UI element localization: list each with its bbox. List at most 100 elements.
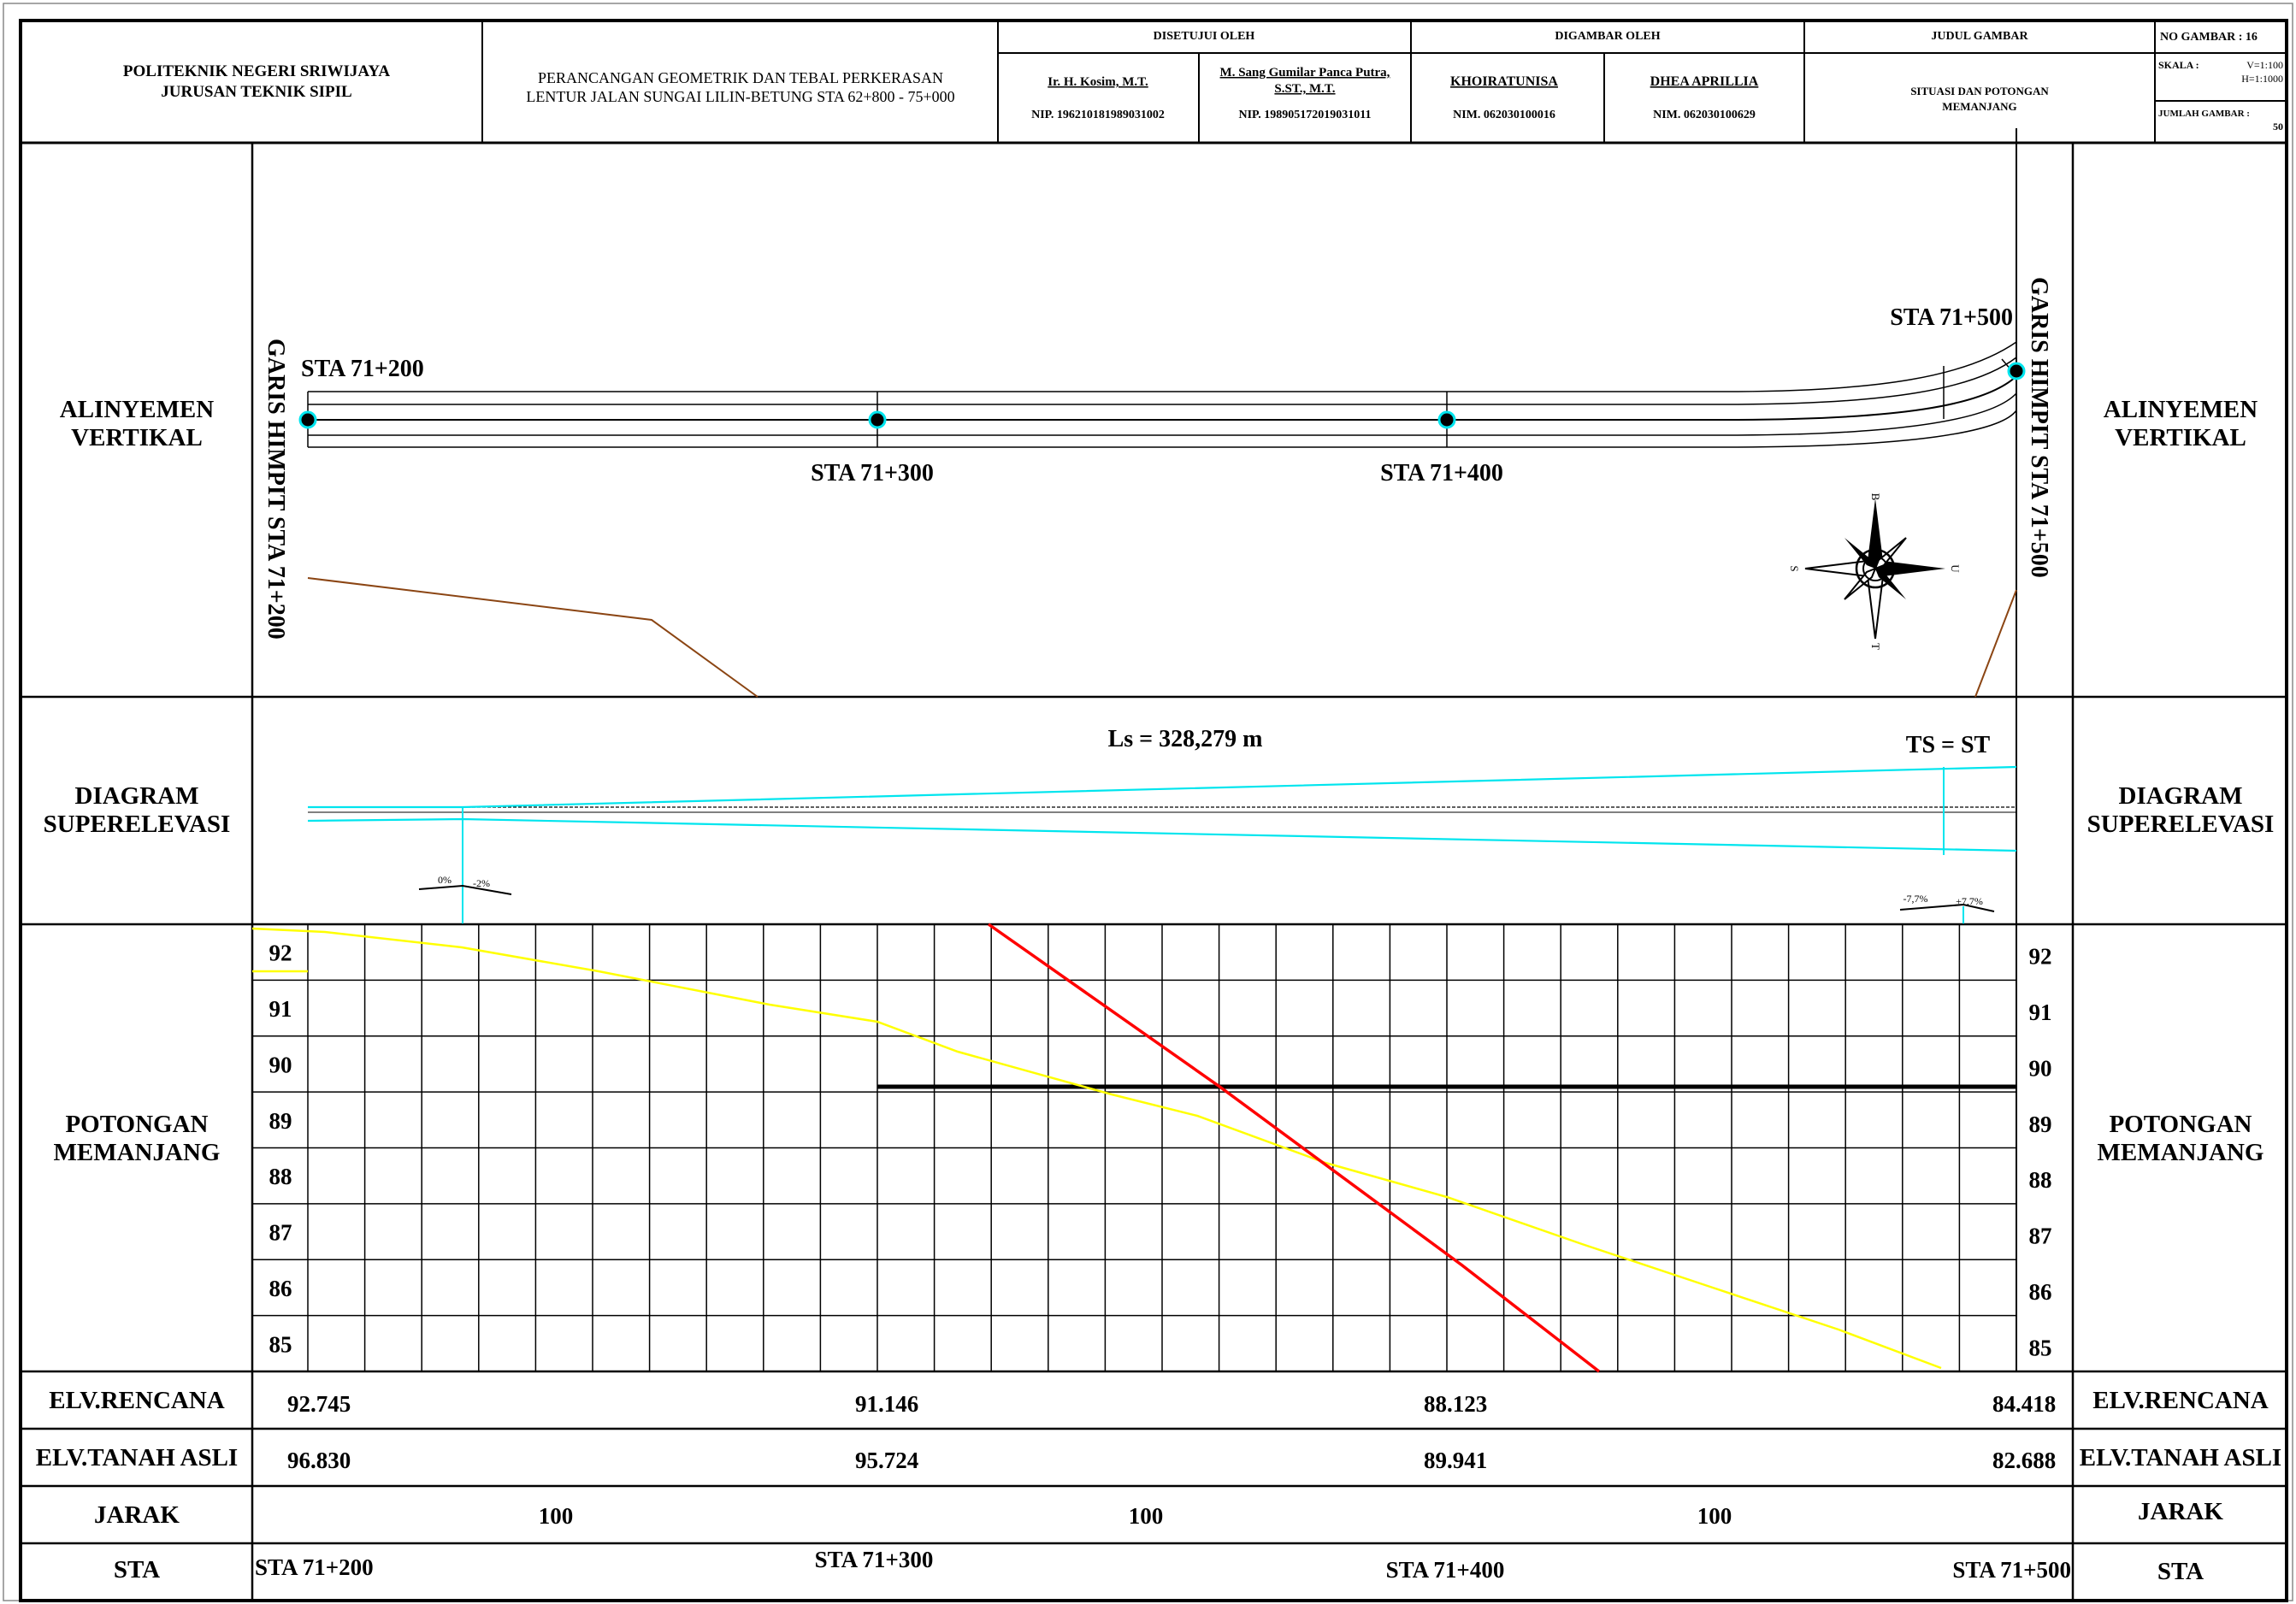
- drafter2-name: DHEA APRILLIA: [1650, 74, 1759, 89]
- station-marker-71500: [2009, 363, 2024, 379]
- elv-design-value: 91.146: [855, 1391, 918, 1417]
- drafter2-nim: NIM. 062030100629: [1653, 109, 1756, 121]
- crossfall-start-left: 0%: [438, 874, 452, 886]
- scale-label: SKALA :: [2158, 59, 2199, 71]
- elv-ground-value: 96.830: [287, 1448, 351, 1473]
- sheet-number: NO GAMBAR : 16: [2160, 31, 2258, 44]
- station-marker-71300: [870, 412, 885, 428]
- elevation-ticks: 92 92 91 91 90 90 89 89 88 88 87 87 86 86 85 85: [269, 941, 2052, 1361]
- project-title-line1: PERANCANGAN GEOMETRIK DAN TEBAL PERKERAS…: [538, 69, 943, 86]
- elevation-tick-left: 92: [269, 941, 292, 966]
- outer-border: [3, 3, 2293, 1601]
- elv-ground-value: 95.724: [855, 1448, 918, 1473]
- elevation-tick-left: 89: [269, 1108, 292, 1134]
- elevation-tick-right: 86: [2029, 1279, 2052, 1305]
- row-label-superelevation-2-right: SUPERELEVASI: [2087, 811, 2275, 838]
- left-tie-line-label: GARIS HIMPIT STA 71+200: [263, 339, 289, 640]
- crossfall-end-left: -7,7%: [1903, 893, 1928, 905]
- plan-label-sta-400: STA 71+400: [1380, 460, 1503, 487]
- station-value: STA 71+400: [1386, 1557, 1505, 1583]
- compass-north-label: B: [1869, 493, 1882, 501]
- approver2-name-line1: M. Sang Gumilar Panca Putra,: [1220, 66, 1390, 80]
- row-label-distance: JARAK: [94, 1501, 180, 1529]
- elevation-tick-left: 86: [269, 1276, 292, 1301]
- compass-rose-icon: B T S U: [1788, 493, 1962, 650]
- compass-south-label: T: [1869, 643, 1882, 650]
- elevation-tick-left: 88: [269, 1164, 292, 1189]
- drawing-frame: [21, 21, 2287, 1601]
- distance-value: 100: [539, 1503, 574, 1529]
- row-label-profile-1-right: POTONGAN: [2109, 1111, 2252, 1138]
- total-sheets: 50: [2273, 121, 2283, 133]
- right-tie-line-label: GARIS HIMPIT STA 71+500: [2026, 277, 2052, 578]
- station-marker-71400: [1439, 412, 1455, 428]
- drafter1-nim: NIM. 062030100016: [1453, 109, 1555, 121]
- row-label-superelevation-1: DIAGRAM: [75, 782, 199, 810]
- row-label-superelevation-2: SUPERELEVASI: [44, 811, 231, 838]
- approver2-nip: NIP. 198905172019031011: [1238, 109, 1371, 121]
- department-name: JURUSAN TEKNIK SIPIL: [161, 83, 351, 101]
- elevation-tick-left: 85: [269, 1331, 292, 1357]
- row-label-alignment-1: ALINYEMEN: [60, 396, 215, 423]
- station-value: STA 71+200: [255, 1554, 374, 1580]
- row-label-profile-2-right: MEMANJANG: [2098, 1139, 2264, 1166]
- station-value: STA 71+500: [1952, 1557, 2071, 1583]
- elevation-tick-right: 88: [2029, 1167, 2052, 1193]
- elevation-tick-right: 90: [2029, 1055, 2052, 1081]
- crossfall-start-right: -2%: [473, 877, 490, 889]
- row-label-station-right: STA: [2157, 1558, 2204, 1585]
- ts-st-label: TS = ST: [1906, 732, 1991, 758]
- approver1-nip: NIP. 196210181989031002: [1031, 109, 1165, 121]
- compass-east-label: U: [1949, 564, 1962, 573]
- station-value: STA 71+300: [815, 1547, 934, 1572]
- institution-name: POLITEKNIK NEGERI SRIWIJAYA: [123, 62, 390, 80]
- scale-horizontal: H=1:1000: [2241, 73, 2283, 85]
- distance-value: 100: [1697, 1503, 1732, 1529]
- elevation-tick-left: 91: [269, 996, 292, 1022]
- project-title-line2: LENTUR JALAN SUNGAI LILIN-BETUNG STA 62+…: [526, 88, 954, 105]
- row-label-alignment-2-right: VERTIKAL: [2115, 424, 2246, 451]
- plan-label-sta-end: STA 71+500: [1890, 304, 2013, 331]
- row-label-elv-design: ELV.RENCANA: [49, 1387, 225, 1414]
- plan-boundary: [308, 578, 2016, 697]
- total-sheets-label: JUMLAH GAMBAR :: [2158, 109, 2250, 119]
- superelevation-diagram: [308, 767, 2016, 924]
- elevation-tick-left: 87: [269, 1220, 292, 1246]
- road-plan: [308, 342, 2016, 447]
- row-label-station: STA: [114, 1556, 160, 1583]
- station-marker-71200: [300, 412, 316, 428]
- station-markers: [300, 363, 2024, 428]
- compass-west-label: S: [1788, 565, 1801, 571]
- approver2-name-line2: S.ST., M.T.: [1274, 82, 1335, 96]
- elv-ground-value: 89.941: [1424, 1448, 1487, 1473]
- elv-design-value: 92.745: [287, 1391, 351, 1417]
- elevation-tick-right: 89: [2029, 1112, 2052, 1137]
- elevation-tick-right: 87: [2029, 1224, 2052, 1249]
- drawing-title-line1: SITUASI DAN POTONGAN: [1910, 85, 2049, 97]
- row-label-alignment-2: VERTIKAL: [71, 424, 203, 451]
- profile-grid: [252, 924, 2016, 1371]
- crossfall-end-right: +7,7%: [1956, 895, 1983, 907]
- drafter1-name: KHOIRATUNISA: [1450, 74, 1558, 89]
- row-label-elv-ground: ELV.TANAH ASLI: [36, 1444, 238, 1471]
- drawn-by-header: DIGAMBAR OLEH: [1555, 30, 1660, 43]
- elevation-tick-right: 92: [2029, 944, 2052, 970]
- elevation-tick-right: 85: [2029, 1335, 2052, 1360]
- ls-label: Ls = 328,279 m: [1108, 726, 1263, 752]
- distance-value: 100: [1129, 1503, 1164, 1529]
- drawing-title-line2: MEMANJANG: [1942, 100, 2016, 113]
- scale-vertical: V=1:100: [2246, 59, 2283, 71]
- elv-design-value: 88.123: [1424, 1391, 1487, 1417]
- plan-label-sta-300: STA 71+300: [811, 460, 934, 487]
- row-label-distance-right: JARAK: [2138, 1498, 2223, 1525]
- elevation-tick-right: 91: [2029, 1000, 2052, 1025]
- row-label-profile-1: POTONGAN: [65, 1111, 208, 1138]
- elv-ground-value: 82.688: [1992, 1448, 2056, 1473]
- row-label-elv-design-right: ELV.RENCANA: [2092, 1387, 2269, 1414]
- row-label-elv-ground-right: ELV.TANAH ASLI: [2080, 1444, 2281, 1471]
- drawing-title-header: JUDUL GAMBAR: [1931, 30, 2028, 43]
- row-label-superelevation-1-right: DIAGRAM: [2119, 782, 2243, 810]
- plan-label-sta-start: STA 71+200: [301, 356, 424, 382]
- elevation-tick-left: 90: [269, 1052, 292, 1077]
